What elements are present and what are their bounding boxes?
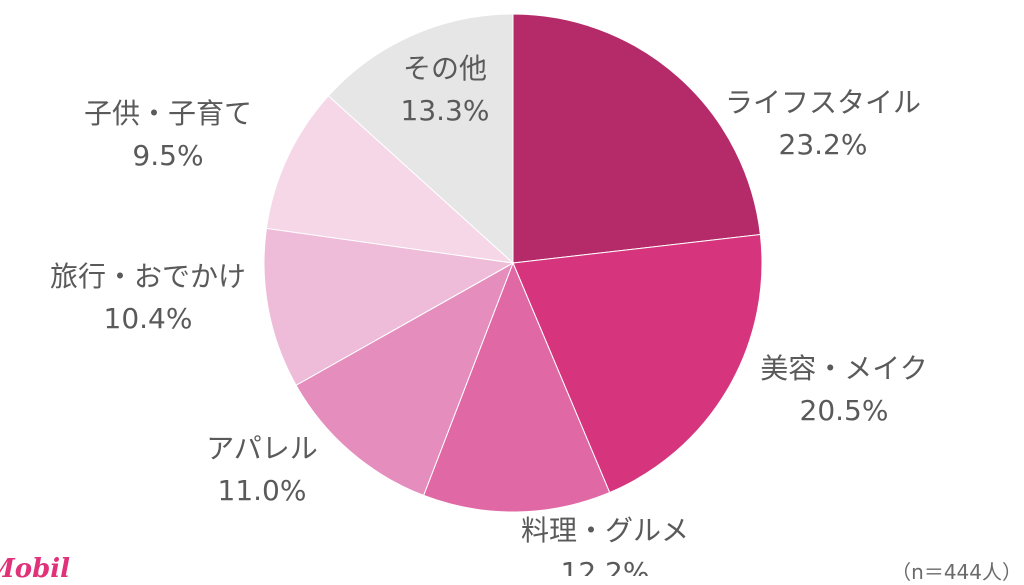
slice-value-label: 9.5% — [132, 139, 203, 172]
pie-slice — [512, 233, 763, 494]
pie-slice — [422, 261, 611, 513]
pie-slice — [327, 13, 514, 265]
slice-value-label: 10.4% — [104, 302, 193, 335]
slice-category-label: その他 — [403, 52, 487, 85]
slice-value-label: 23.2% — [779, 128, 868, 161]
slice-category-label: 子供・子育て — [84, 97, 252, 130]
pie-slice — [263, 227, 515, 386]
slice-value-label: 20.5% — [800, 394, 889, 427]
pie-slice — [512, 13, 761, 264]
slice-category-label: 料理・グルメ — [521, 514, 689, 547]
brand-logo: Mobil — [0, 554, 71, 584]
slice-value-label: 11.0% — [218, 474, 307, 507]
slice-category-label: 旅行・おでかけ — [50, 260, 246, 293]
pie-slice — [295, 261, 514, 497]
slice-value-label: 12.2% — [561, 556, 650, 576]
sample-size-note: （n＝444人） — [891, 560, 1022, 584]
pie-slices — [263, 13, 763, 513]
slice-category-label: アパレル — [206, 432, 317, 465]
pie-labels: ライフスタイル 23.2% 美容・メイク 20.5% 料理・グルメ 12.2% アパレル 11… — [50, 52, 928, 576]
slice-value-label: 13.3% — [401, 94, 490, 127]
slice-category-label: 美容・メイク — [760, 352, 927, 385]
slice-category-label: ライフスタイル — [725, 86, 921, 119]
pie-slice — [265, 95, 515, 264]
